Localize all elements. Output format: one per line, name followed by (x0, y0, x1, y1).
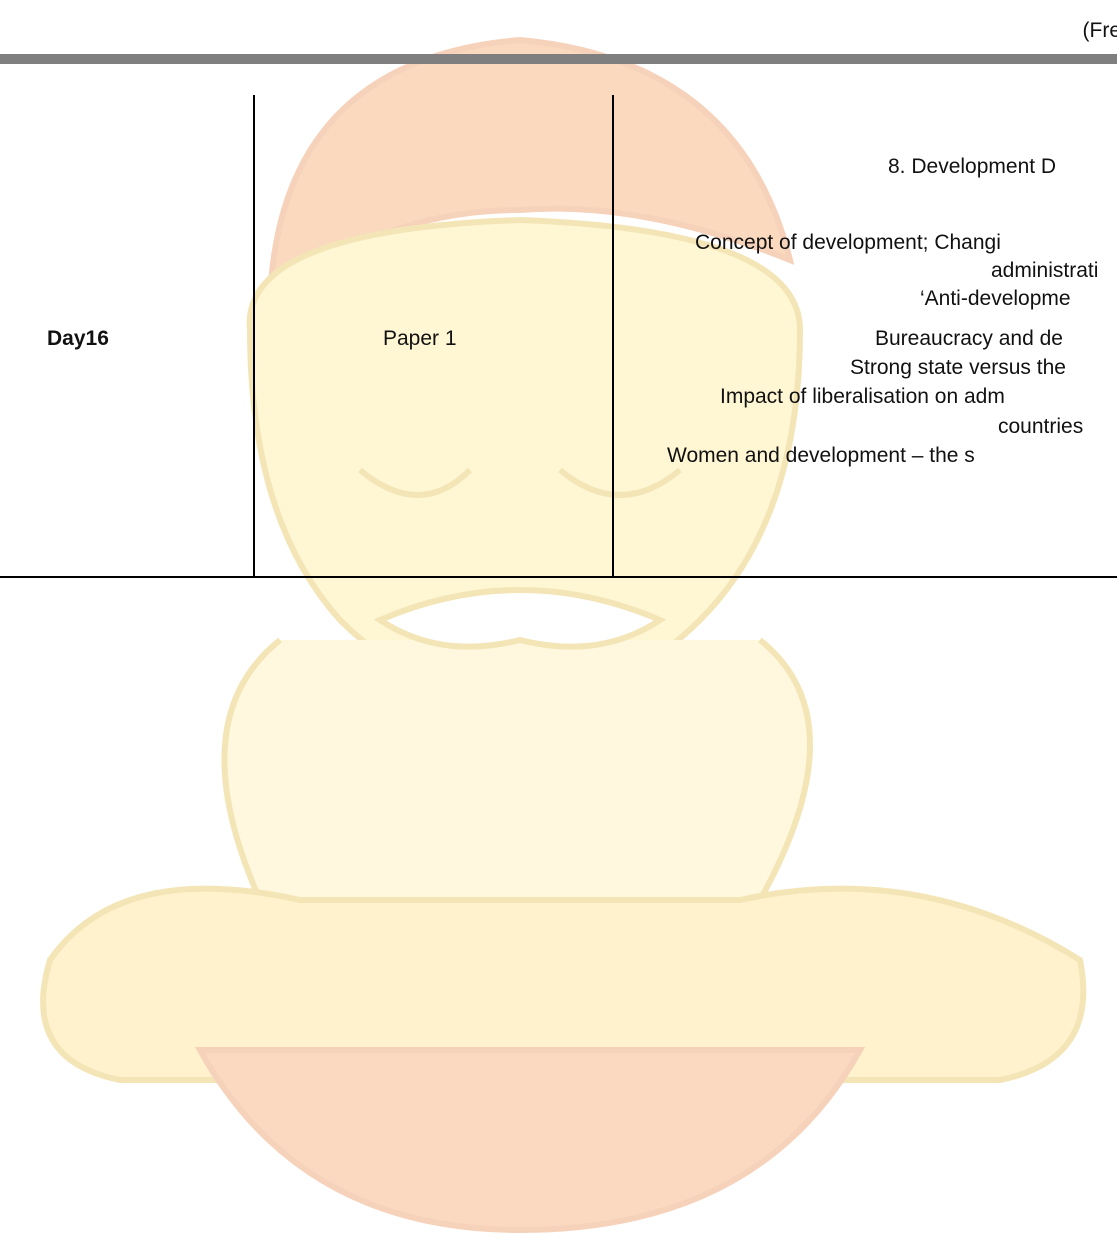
column-divider (253, 95, 255, 577)
column-divider (612, 95, 614, 577)
row-border (0, 576, 1117, 578)
topic-line: Concept of development; Changi (695, 231, 1001, 254)
topic-line: countries (998, 415, 1084, 438)
paper-cell: Paper 1 (383, 327, 457, 350)
topic-line: Women and development – the s (667, 444, 975, 467)
topic-line: administrati (991, 259, 1099, 282)
topic-line: Strong state versus the (850, 356, 1066, 379)
header-rule (0, 54, 1117, 64)
topic-line: Bureaucracy and de (875, 327, 1063, 350)
topic-line: ‘Anti-developme (920, 287, 1071, 310)
day-cell: Day16 (47, 327, 109, 350)
topic-line: 8. Development D (888, 155, 1057, 178)
header-text: (Fre (1082, 19, 1117, 42)
topic-line: Impact of liberalisation on adm (720, 385, 1005, 408)
